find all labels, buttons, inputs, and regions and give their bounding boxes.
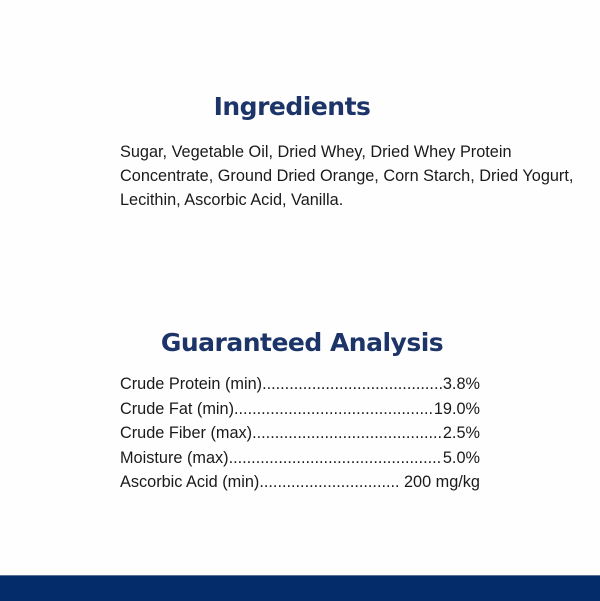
- guaranteed-analysis-table: Crude Protein (min) 3.8% Crude Fat (min) 1…: [120, 372, 480, 495]
- analysis-row: Crude Fiber (max) 2.5%: [120, 421, 480, 446]
- analysis-value: 200 mg/kg: [399, 473, 480, 491]
- dot-leader: [262, 372, 442, 397]
- footer-bar: [0, 575, 600, 601]
- analysis-label: Crude Fat (min): [120, 399, 234, 418]
- analysis-label: Crude Fiber (max): [120, 424, 253, 442]
- analysis-label: Moisture (max): [120, 448, 229, 467]
- analysis-value: 2.5%: [442, 424, 480, 442]
- analysis-row: Crude Fat (min) 19.0%: [120, 397, 480, 422]
- dot-leader: [252, 421, 442, 446]
- analysis-row: Crude Protein (min) 3.8%: [120, 372, 480, 397]
- dot-leader: [234, 397, 433, 422]
- analysis-label: Ascorbic Acid (min): [120, 473, 260, 491]
- ingredients-text: Sugar, Vegetable Oil, Dried Whey, Dried …: [120, 143, 574, 209]
- dot-leader: [229, 446, 442, 471]
- analysis-value: 5.0%: [442, 448, 480, 467]
- analysis-row: Moisture (max) 5.0%: [120, 446, 480, 471]
- dot-leader: [259, 470, 398, 495]
- analysis-value: 19.0%: [433, 399, 480, 418]
- analysis-row: Ascorbic Acid (min) 200 mg/kg: [120, 470, 480, 495]
- analysis-label: Crude Protein (min): [120, 375, 263, 393]
- analysis-value: 3.8%: [442, 375, 480, 393]
- ingredients-title: Ingredients: [213, 92, 371, 121]
- guaranteed-analysis-title: Guaranteed Analysis: [160, 328, 444, 357]
